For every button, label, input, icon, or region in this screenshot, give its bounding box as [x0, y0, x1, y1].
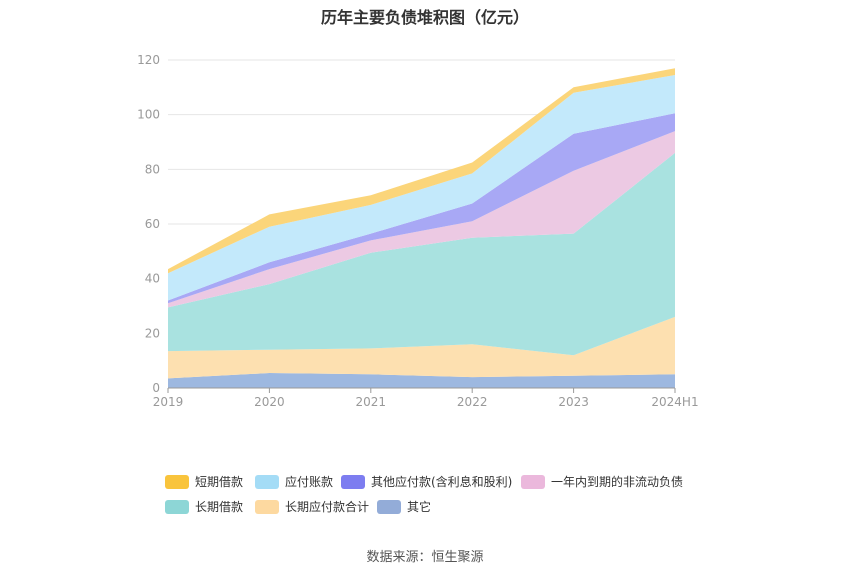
y-tick-label: 60	[145, 217, 160, 231]
y-tick-label: 20	[145, 326, 160, 340]
area-series	[168, 68, 675, 388]
legend-item[interactable]: 长期应付款合计	[255, 498, 369, 515]
y-tick-label: 120	[137, 53, 160, 67]
legend-swatch	[377, 499, 401, 514]
legend-swatch	[255, 474, 279, 489]
x-tick-label: 2021	[356, 395, 387, 409]
legend-swatch	[165, 474, 189, 489]
legend-label: 应付账款	[285, 475, 334, 489]
area-series-4	[168, 113, 675, 304]
legend-item[interactable]: 短期借款	[165, 473, 243, 490]
area-series-2	[168, 152, 675, 356]
y-tick-label: 0	[152, 381, 160, 395]
legend-label: 长期应付款合计	[285, 500, 370, 514]
legend-item[interactable]: 其他应付款(含利息和股利)	[341, 473, 512, 490]
x-tick-label: 2022	[457, 395, 488, 409]
legend-swatch	[165, 499, 189, 514]
legend-item[interactable]: 一年内到期的非流动负债	[521, 473, 683, 490]
area-series-3	[168, 131, 675, 308]
data-source: 数据来源：恒生聚源	[366, 550, 484, 565]
legend-item[interactable]: 长期借款	[165, 498, 243, 515]
legend-label: 短期借款	[195, 475, 244, 489]
legend-item[interactable]: 应付账款	[255, 473, 333, 490]
y-tick-label: 80	[145, 162, 160, 176]
legend-label: 其他应付款(含利息和股利)	[371, 475, 513, 489]
axes: 0 20 40 60 80 100 120 2019 2020 2021 2022 2023 2024H…	[137, 53, 699, 409]
y-tick-label: 100	[137, 108, 160, 122]
legend-swatch	[341, 474, 365, 489]
area-series-1	[168, 316, 675, 379]
area-series-0	[168, 373, 675, 388]
x-tick-label: 2024H1	[651, 395, 698, 409]
y-tick-label: 40	[145, 272, 160, 286]
x-tick-label: 2019	[153, 395, 184, 409]
area-series-5	[168, 75, 675, 301]
x-tick-label: 2020	[254, 395, 285, 409]
legend-item[interactable]: 其它	[377, 498, 431, 515]
legend-label: 其它	[407, 500, 432, 514]
legend-swatch	[521, 474, 545, 489]
legend-label: 一年内到期的非流动负债	[551, 475, 684, 489]
x-tick-label: 2023	[558, 395, 589, 409]
legend-label: 长期借款	[195, 500, 244, 514]
legend-swatch	[255, 499, 279, 514]
chart-title: 历年主要负债堆积图（亿元）	[320, 8, 529, 27]
